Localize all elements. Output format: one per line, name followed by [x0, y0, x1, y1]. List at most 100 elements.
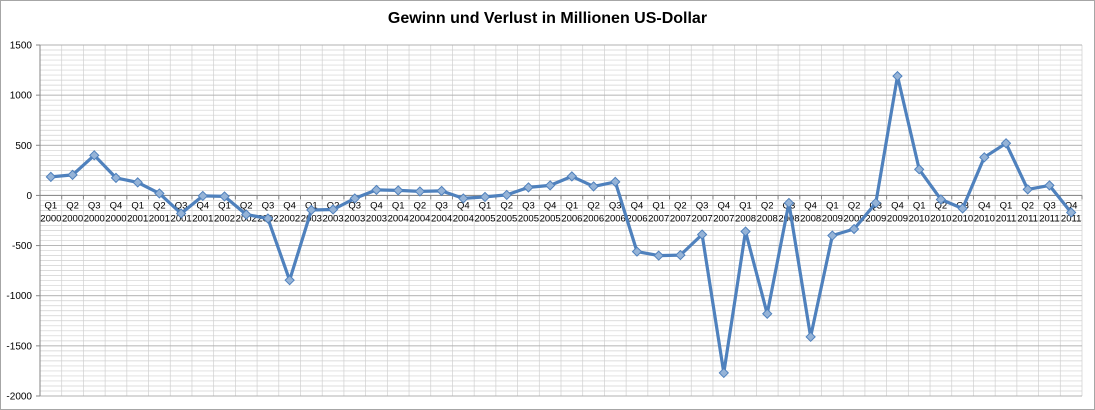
data-point-marker [979, 152, 990, 163]
x-tick-label-year: 2008 [778, 213, 799, 224]
x-tick-label-quarter: Q2 [935, 200, 948, 211]
data-point-marker [631, 246, 643, 257]
data-point-marker [306, 204, 317, 216]
data-point-marker [436, 185, 447, 197]
data-point-marker [610, 176, 621, 188]
data-point-marker [740, 226, 751, 237]
x-tick-label-quarter: Q4 [370, 200, 383, 211]
x-tick-label-year: 2011 [996, 213, 1016, 224]
y-tick-label: 500 [15, 141, 32, 152]
x-tick-label-year: 2003 [301, 213, 322, 224]
data-point-marker [588, 181, 599, 192]
x-tick-label-quarter: Q4 [717, 200, 730, 211]
x-tick-label-quarter: Q4 [978, 200, 991, 211]
x-tick-label-quarter: Q2 [587, 200, 600, 211]
x-tick-label-year: 2001 [171, 213, 192, 224]
x-tick-label-year: 2009 [865, 213, 886, 224]
x-tick-label-year: 2011 [1061, 213, 1081, 224]
x-tick-label-quarter: Q1 [652, 200, 665, 211]
x-tick-label-year: 2000 [105, 213, 126, 224]
x-tick-label-quarter: Q3 [435, 200, 448, 211]
x-tick-label-year: 2000 [40, 213, 61, 224]
data-point-marker [67, 169, 78, 181]
data-point-marker [1044, 180, 1055, 191]
data-point-marker [848, 223, 860, 235]
data-point-marker [892, 70, 903, 82]
y-tick-label: 0 [26, 191, 32, 202]
x-tick-label-year: 2007 [670, 213, 691, 224]
x-tick-label-year: 2011 [1039, 213, 1059, 224]
x-tick-label-year: 2003 [366, 213, 387, 224]
x-tick-label-quarter: Q2 [66, 200, 79, 211]
gridlines [36, 44, 1083, 397]
x-tick-label-year: 2006 [583, 213, 604, 224]
x-tick-label-quarter: Q1 [826, 200, 839, 211]
y-axis-tick-labels: 1500 1000 500 0 -500 -1000 -1500 -2000 [6, 41, 32, 403]
x-tick-label-quarter: Q4 [631, 200, 644, 211]
x-tick-label-quarter: Q1 [566, 200, 579, 211]
data-point-marker [805, 331, 816, 343]
x-tick-label-year: 2006 [626, 213, 647, 224]
data-point-marker [1065, 207, 1077, 218]
x-tick-label-year: 2000 [62, 213, 83, 224]
data-point-marker [762, 308, 773, 319]
data-point-marker [262, 213, 274, 224]
x-tick-label-year: 2004 [409, 213, 430, 224]
x-tick-label-year: 2004 [453, 213, 474, 224]
data-point-marker [458, 193, 469, 204]
data-point-marker [45, 171, 57, 183]
x-tick-label-quarter: Q2 [1021, 200, 1034, 211]
y-tick-label: -500 [12, 241, 32, 252]
x-tick-label-quarter: Q2 [240, 200, 253, 211]
x-tick-label-year: 2007 [713, 213, 734, 224]
x-tick-label-year: 2001 [149, 213, 170, 224]
x-tick-label-quarter: Q1 [45, 200, 58, 211]
x-tick-label-year: 2008 [757, 213, 778, 224]
data-point-marker [392, 185, 404, 196]
x-tick-label-year: 2005 [518, 213, 539, 224]
data-point-marker [827, 230, 838, 241]
x-tick-label-year: 2008 [735, 213, 756, 224]
x-tick-label-year: 2005 [474, 213, 495, 224]
x-tick-label-year: 2011 [1018, 213, 1038, 224]
y-tick-label: -1500 [6, 341, 32, 352]
x-tick-label-quarter: Q4 [283, 200, 296, 211]
data-point-marker [544, 180, 556, 191]
series-markers [45, 70, 1077, 379]
data-point-marker [501, 189, 512, 201]
x-tick-label-quarter: Q4 [891, 200, 904, 211]
x-tick-label-year: 2010 [952, 213, 973, 224]
data-point-marker [414, 186, 426, 197]
x-tick-label-quarter: Q4 [544, 200, 557, 211]
x-tick-label-quarter: Q3 [522, 200, 535, 211]
x-tick-label-quarter: Q1 [218, 200, 231, 211]
data-point-marker [371, 184, 382, 196]
x-tick-label-year: 2009 [822, 213, 843, 224]
x-tick-label-year: 2004 [388, 213, 409, 224]
x-tick-label-year: 2001 [192, 213, 213, 224]
x-tick-label-year: 2006 [605, 213, 626, 224]
data-point-marker [479, 191, 491, 203]
y-tick-label: 1000 [10, 91, 33, 102]
data-point-marker [653, 250, 664, 261]
x-tick-label-quarter: Q4 [110, 200, 123, 211]
x-tick-label-quarter: Q2 [153, 200, 166, 211]
data-point-marker [913, 164, 925, 175]
data-point-marker [718, 367, 730, 379]
x-tick-label-quarter: Q3 [88, 200, 101, 211]
x-tick-label-year: 2005 [496, 213, 517, 224]
data-point-marker [154, 188, 165, 199]
data-point-marker [89, 150, 100, 161]
data-point-marker [870, 197, 881, 209]
data-point-marker [132, 177, 143, 188]
data-point-marker [675, 249, 686, 261]
x-tick-label-quarter: Q3 [175, 200, 188, 211]
x-tick-label-quarter: Q2 [761, 200, 774, 211]
x-tick-label-quarter: Q1 [392, 200, 405, 211]
x-tick-label-quarter: Q2 [414, 200, 427, 211]
data-point-marker [175, 208, 187, 219]
x-tick-label-quarter: Q4 [1065, 200, 1078, 211]
data-point-marker [696, 229, 708, 240]
